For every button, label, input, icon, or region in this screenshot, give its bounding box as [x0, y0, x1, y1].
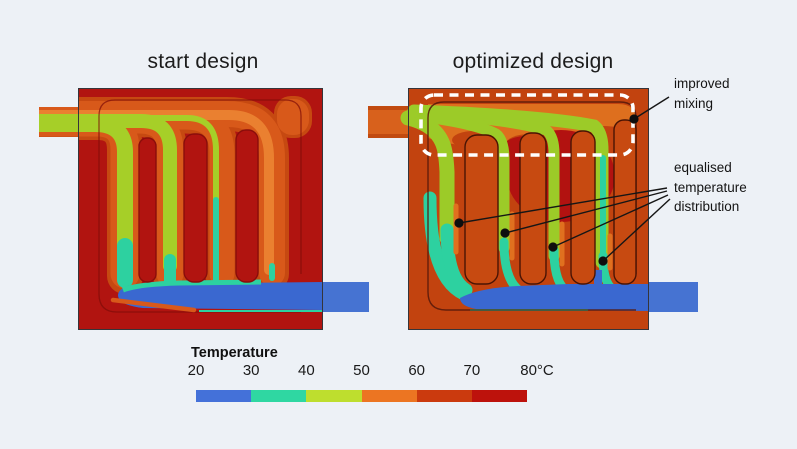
legend-tick: 20 — [187, 362, 205, 379]
legend-color-segment — [471, 390, 528, 402]
optimized-design-islands — [464, 119, 637, 285]
improved-mixing-highlight-box — [419, 93, 635, 157]
equalised-dot-3 — [548, 242, 558, 252]
legend-color-segment — [361, 390, 417, 402]
equalised-temperature-label: equalised temperature distribution — [674, 160, 747, 214]
optimized-outlet-pipe — [649, 282, 698, 312]
start-design-islands — [138, 129, 259, 283]
start-outlet-pipe — [323, 282, 369, 312]
legend-tick: 80°C — [520, 362, 554, 379]
annotation-leader-lines — [458, 96, 671, 262]
legend-colorbar — [196, 390, 528, 402]
legend-color-segment — [416, 390, 472, 402]
annotation-dots — [454, 114, 639, 266]
legend-tick: 70 — [463, 362, 481, 379]
equalised-dot-2 — [500, 228, 510, 238]
legend-tick: 50 — [353, 362, 370, 379]
improved-mixing-label: improved mixing — [674, 76, 730, 111]
start-cold-channel — [118, 282, 323, 310]
legend-tick: 30 — [242, 362, 260, 379]
legend-tick: 40 — [297, 362, 315, 379]
start-design-title: start design — [147, 50, 259, 73]
legend-title: Temperature — [191, 345, 278, 361]
start-design-border — [78, 88, 323, 330]
optimized-design-border — [408, 88, 649, 330]
optimized-design-title: optimized design — [452, 50, 614, 73]
legend-color-segment — [306, 390, 362, 402]
legend-color-segment — [196, 390, 252, 402]
legend-ticks: 20 30 40 50 60 70 80°C — [188, 362, 554, 379]
start-design-figure — [39, 88, 369, 330]
optimized-cold-channel — [460, 284, 649, 311]
optimized-design-figure — [368, 88, 698, 330]
legend-color-segment — [251, 390, 307, 402]
equalised-dot-4 — [598, 256, 608, 266]
legend-tick: 60 — [408, 362, 425, 379]
improved-mixing-dot — [629, 114, 639, 124]
equalised-dot-1 — [454, 218, 464, 228]
